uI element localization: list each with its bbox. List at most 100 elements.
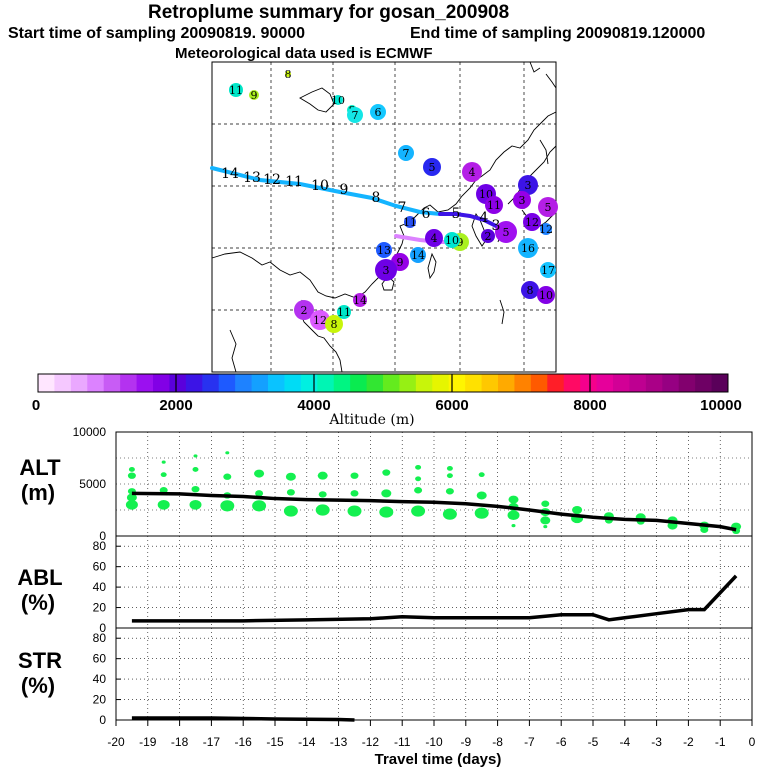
- track-day-label: 13: [243, 170, 261, 186]
- plume-marker-label: 3: [525, 179, 532, 192]
- track-day-label: 12: [263, 172, 281, 188]
- x-tick-label: -19: [139, 735, 157, 749]
- colorbar-cell: [317, 374, 335, 392]
- plume-marker-label: 12: [539, 223, 553, 236]
- alt-ylabel-line2: (m): [21, 480, 55, 505]
- colorbar-cell: [481, 374, 499, 392]
- alt-scatter-point: [511, 524, 516, 528]
- start-time-label: Start time of sampling 20090819. 90000: [8, 25, 306, 42]
- y-tick-label: 0: [99, 621, 106, 635]
- x-tick-label: -3: [651, 735, 662, 749]
- abl-ylabel-line1: ABL: [17, 565, 62, 590]
- alt-mean-line: [131, 491, 737, 532]
- alt-scatter-point: [315, 504, 330, 516]
- plume-marker-dot: [410, 247, 426, 263]
- alt-scatter-point: [255, 490, 264, 497]
- plume-marker: 3: [513, 191, 531, 209]
- alt-scatter-point: [382, 469, 391, 476]
- plume-marker-label: 5: [503, 226, 510, 239]
- alt-scatter-point: [286, 489, 295, 496]
- plume-marker-label: 12: [313, 314, 327, 327]
- plume-marker: 3: [375, 259, 397, 281]
- plume-marker-label: 17: [541, 264, 555, 277]
- colorbar-cell: [530, 374, 548, 392]
- plume-marker-dot: [540, 262, 556, 278]
- y-tick-label: 20: [93, 601, 107, 615]
- plume-marker-label: 5: [545, 201, 552, 214]
- alt-ytick-0: 0: [99, 529, 106, 543]
- x-tick-label: -11: [394, 735, 411, 749]
- plume-marker: 8: [325, 315, 343, 333]
- plume-marker-label: 16: [521, 242, 535, 255]
- x-tick-label: 0: [749, 735, 756, 749]
- colorbar-cell: [120, 374, 138, 392]
- plume-marker-dot: [325, 315, 343, 333]
- alt-scatter-point: [161, 460, 166, 464]
- plume-marker: 5: [538, 197, 558, 217]
- plume-marker-dot: [540, 223, 552, 235]
- plume-marker-label: 9: [457, 236, 464, 249]
- alt-scatter-point: [254, 469, 265, 478]
- alt-scatter-point: [157, 500, 170, 510]
- plume-marker: 5: [423, 158, 441, 176]
- plume-marker-dot: [423, 158, 441, 176]
- colorbar-frame: [37, 373, 729, 393]
- colorbar-cell: [218, 374, 236, 392]
- x-tick-label: -10: [425, 735, 443, 749]
- plume-marker: 11: [485, 196, 503, 214]
- plume-marker-label: 4: [431, 232, 438, 245]
- track-day-label: 3: [492, 218, 501, 234]
- plume-marker-dot: [521, 281, 539, 299]
- colorbar-cell: [711, 374, 729, 392]
- plume-marker: 11: [229, 83, 243, 97]
- plume-marker-label: 7: [403, 147, 410, 160]
- colorbar-tick-0: 0: [32, 397, 40, 414]
- colorbar-tick-6000: 6000: [435, 397, 468, 414]
- y-tick-label: 40: [93, 672, 107, 686]
- alt-scatter-point: [350, 472, 359, 479]
- plume-marker-dot: [285, 71, 291, 77]
- x-tick-label: -12: [362, 735, 380, 749]
- x-tick-label: -13: [330, 735, 348, 749]
- alt-scatter-point: [540, 516, 551, 525]
- colorbar-cell: [432, 374, 450, 392]
- track-day-label: 5: [452, 206, 461, 222]
- plume-marker: 6: [370, 104, 386, 120]
- colorbar-cell: [38, 374, 55, 392]
- plume-marker-label: 11: [403, 216, 417, 229]
- plume-marker: 8: [285, 68, 292, 81]
- track-day-label: 8: [372, 190, 381, 206]
- colorbar-cell: [169, 374, 187, 392]
- y-tick-label: 20: [93, 693, 107, 707]
- x-tick-label: -9: [460, 735, 471, 749]
- track-day-label: 10: [311, 178, 329, 194]
- str-ylabel-line1: STR: [18, 648, 62, 673]
- colorbar-cell: [153, 374, 170, 392]
- y-tick-label: 40: [93, 580, 107, 594]
- chart-title: Retroplume summary for gosan_200908: [148, 2, 510, 23]
- plume-marker-label: 6: [375, 106, 382, 119]
- colorbar-cell: [136, 374, 154, 392]
- alt-scatter-point: [252, 500, 267, 512]
- plume-marker-dot: [485, 196, 503, 214]
- y-tick-label: 60: [93, 560, 107, 574]
- alt-panel: ALT (m) 10000 5000 0: [19, 425, 753, 543]
- plume-marker-label: 2: [485, 230, 492, 243]
- alt-scatter-point: [381, 489, 392, 498]
- alt-scatter-point: [160, 472, 167, 478]
- x-tick-label: -5: [588, 735, 599, 749]
- track-day-label: 9: [340, 182, 349, 198]
- plume-marker: 12: [310, 310, 330, 330]
- alt-scatter-point: [193, 454, 198, 458]
- alt-scatter-point: [442, 508, 457, 520]
- x-tick-label: -18: [171, 735, 189, 749]
- plume-marker-label: 10: [331, 94, 345, 107]
- alt-scatter-point: [159, 487, 168, 494]
- x-tick-label: -20: [107, 735, 125, 749]
- alt-scatter-point: [128, 467, 135, 472]
- colorbar-cell: [514, 374, 532, 392]
- track-day-label: 7: [398, 200, 407, 216]
- plume-marker: 3: [518, 175, 538, 195]
- plume-marker-dot: [398, 145, 414, 161]
- colorbar-cell: [383, 374, 400, 392]
